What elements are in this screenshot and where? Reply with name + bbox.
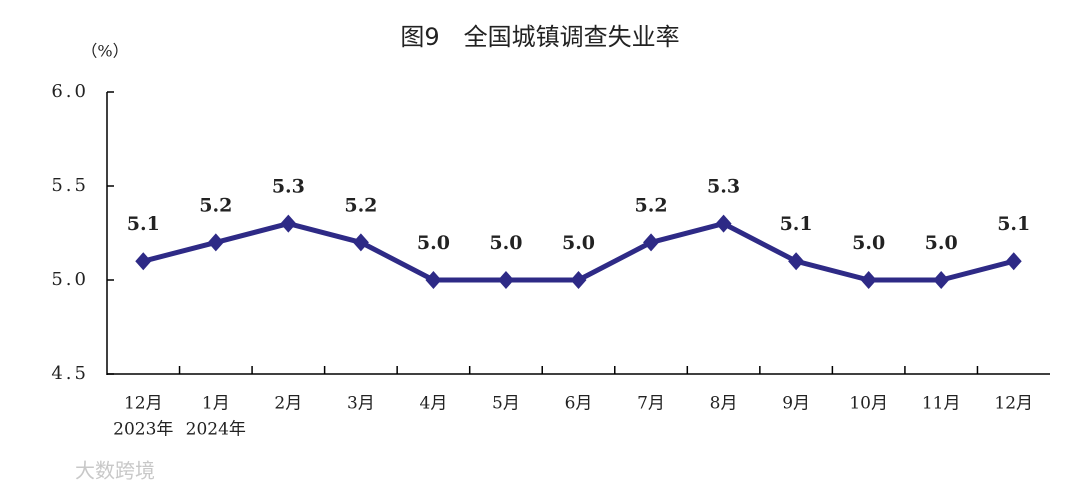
data-label: 5.2 [344, 194, 377, 216]
x-tick-label: 4月 [420, 394, 448, 414]
data-label: 5.1 [997, 213, 1030, 235]
chart-title: 图9 全国城镇调查失业率 [400, 23, 679, 51]
data-label: 5.0 [925, 232, 958, 254]
x-tick-sublabel: 2024年 [186, 420, 246, 440]
y-unit: （%） [81, 42, 128, 61]
x-tick-label: 11月 [922, 394, 961, 414]
marker [425, 271, 442, 289]
data-label: 5.0 [852, 232, 885, 254]
watermark: 大数跨境 [75, 459, 155, 483]
x-tick-label: 12月 [124, 394, 163, 414]
x-tick-label: 12月 [994, 394, 1033, 414]
y-tick-label: 5.5 [51, 175, 89, 196]
y-tick-label: 4.5 [51, 363, 89, 384]
x-tick-label: 1月 [202, 394, 230, 414]
x-tick-label: 9月 [782, 394, 810, 414]
data-label: 5.1 [127, 213, 160, 235]
data-label: 5.0 [489, 232, 522, 254]
marker [643, 233, 660, 252]
data-label: 5.0 [562, 232, 595, 254]
x-tick-label: 6月 [565, 394, 593, 414]
data-label: 5.2 [199, 194, 232, 216]
marker [860, 271, 877, 289]
x-tick-label: 7月 [637, 394, 665, 414]
data-label: 5.3 [272, 176, 305, 198]
x-tick-label: 5月 [492, 394, 520, 414]
data-label: 5.3 [707, 176, 740, 198]
marker [933, 271, 950, 289]
marker [715, 214, 732, 233]
y-tick-label: 5.0 [51, 269, 89, 290]
data-label: 5.0 [417, 232, 450, 254]
x-tick-label: 10月 [849, 394, 888, 414]
data-label: 5.2 [635, 194, 668, 216]
marker [1005, 252, 1022, 271]
x-tick-label: 2月 [274, 394, 302, 414]
marker [280, 214, 297, 233]
data-label: 5.1 [780, 213, 813, 235]
marker [352, 233, 369, 252]
y-tick-label: 6.0 [51, 81, 89, 102]
marker [135, 252, 152, 271]
x-tick-label: 3月 [347, 394, 375, 414]
marker [788, 252, 805, 271]
x-tick-label: 8月 [710, 394, 738, 414]
marker [207, 233, 224, 252]
marker [570, 271, 587, 289]
x-tick-sublabel: 2023年 [113, 420, 173, 440]
marker [497, 271, 514, 289]
